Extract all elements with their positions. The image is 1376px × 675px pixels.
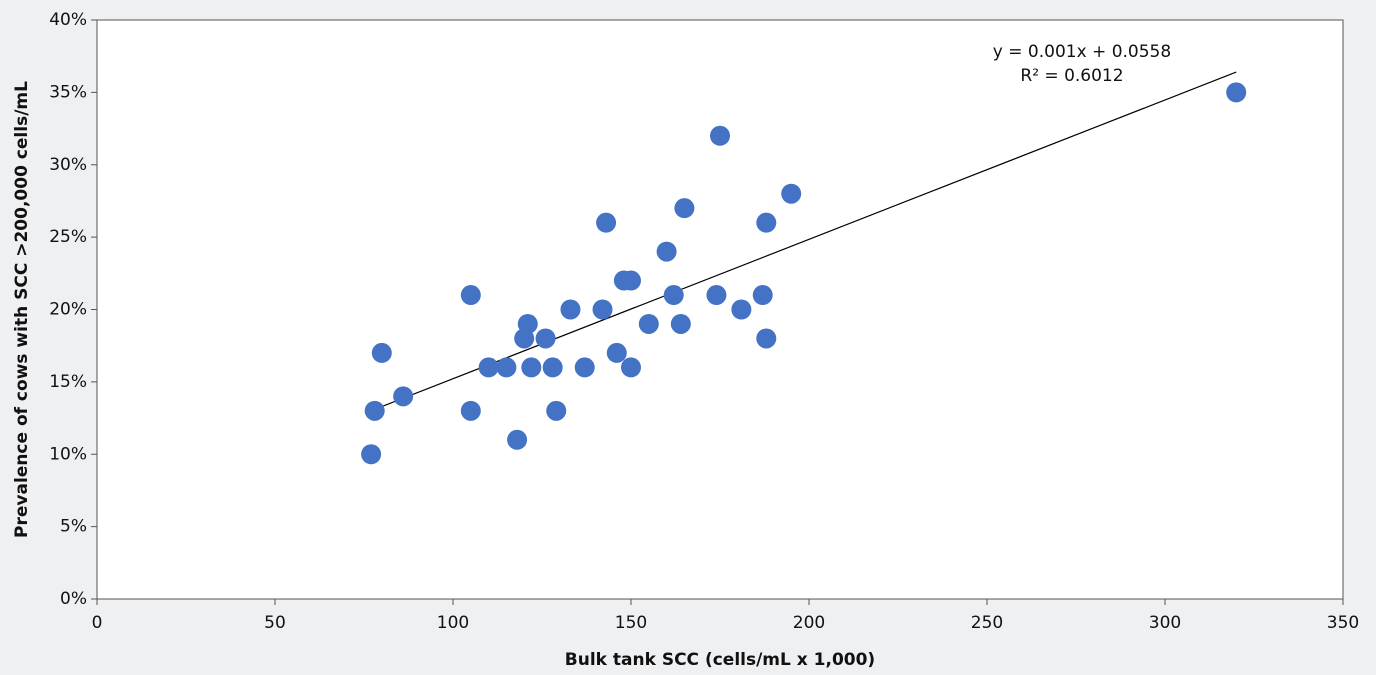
point — [507, 429, 528, 450]
point — [638, 313, 659, 334]
point — [521, 357, 542, 378]
plot-area — [96, 19, 1344, 600]
point — [756, 212, 777, 233]
x-tick-label: 300 — [1149, 613, 1181, 633]
point — [460, 400, 481, 421]
y-tick-label: 30% — [49, 155, 87, 175]
trendline — [374, 71, 1237, 410]
point — [361, 444, 382, 465]
y-tick-label: 25% — [49, 227, 87, 247]
y-tick-label: 40% — [49, 10, 87, 30]
annotation: y = 0.001x + 0.0558 — [993, 42, 1171, 62]
point — [371, 342, 392, 363]
point — [496, 357, 517, 378]
point — [393, 386, 414, 407]
point — [460, 285, 481, 306]
point — [710, 125, 730, 146]
y-tick-label: 15% — [49, 372, 87, 392]
point — [574, 357, 595, 378]
x-tick-label: 0 — [92, 613, 103, 633]
y-tick-label: 35% — [49, 82, 87, 102]
x-tick-label: 250 — [971, 613, 1003, 633]
x-tick-label: 350 — [1327, 613, 1359, 633]
annotation: R² = 0.6012 — [1020, 66, 1123, 86]
x-tick-label: 200 — [793, 613, 825, 633]
point — [592, 299, 613, 320]
point — [517, 313, 538, 334]
point — [546, 400, 567, 421]
point — [1226, 82, 1247, 103]
point — [478, 357, 499, 378]
x-axis-label: Bulk tank SCC (cells/mL x 1,000) — [565, 650, 875, 670]
point — [706, 285, 727, 306]
y-tick-label: 10% — [49, 444, 87, 464]
x-tick-label: 100 — [437, 613, 469, 633]
point — [621, 270, 641, 291]
point — [535, 328, 556, 349]
y-tick-label: 5% — [60, 517, 87, 537]
point — [596, 212, 617, 233]
point — [656, 241, 677, 262]
point — [364, 400, 385, 421]
x-tick-label: 150 — [615, 613, 647, 633]
point — [731, 299, 752, 320]
point — [756, 328, 777, 349]
point — [752, 285, 773, 306]
y-axis-label: Prevalence of cows with SCC >200,000 cel… — [12, 81, 32, 538]
y-tick-label: 0% — [60, 589, 87, 609]
point — [663, 285, 684, 306]
point — [674, 198, 695, 219]
y-tick-label: 20% — [49, 300, 87, 320]
point — [621, 357, 641, 378]
point — [542, 357, 563, 378]
point — [670, 313, 691, 334]
point — [781, 183, 802, 204]
x-tick-label: 50 — [264, 613, 286, 633]
point — [560, 299, 581, 320]
point — [606, 342, 627, 363]
